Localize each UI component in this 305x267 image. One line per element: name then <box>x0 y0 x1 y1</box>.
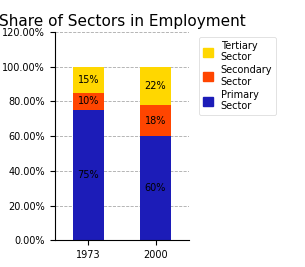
Bar <box>140 67 170 105</box>
Text: 75%: 75% <box>78 170 99 180</box>
Bar <box>73 93 103 110</box>
Bar <box>73 110 103 240</box>
Bar <box>140 136 170 240</box>
Text: 22%: 22% <box>145 81 166 91</box>
Bar <box>140 105 170 136</box>
Text: 60%: 60% <box>145 183 166 193</box>
Legend: Tertiary
Sector, Secondary
Sector, Primary
Sector: Tertiary Sector, Secondary Sector, Prima… <box>199 37 276 115</box>
Title: Share of Sectors in Employment: Share of Sectors in Employment <box>0 14 246 29</box>
Text: 10%: 10% <box>78 96 99 107</box>
Bar <box>73 67 103 93</box>
Text: 18%: 18% <box>145 116 166 125</box>
Text: 15%: 15% <box>78 75 99 85</box>
